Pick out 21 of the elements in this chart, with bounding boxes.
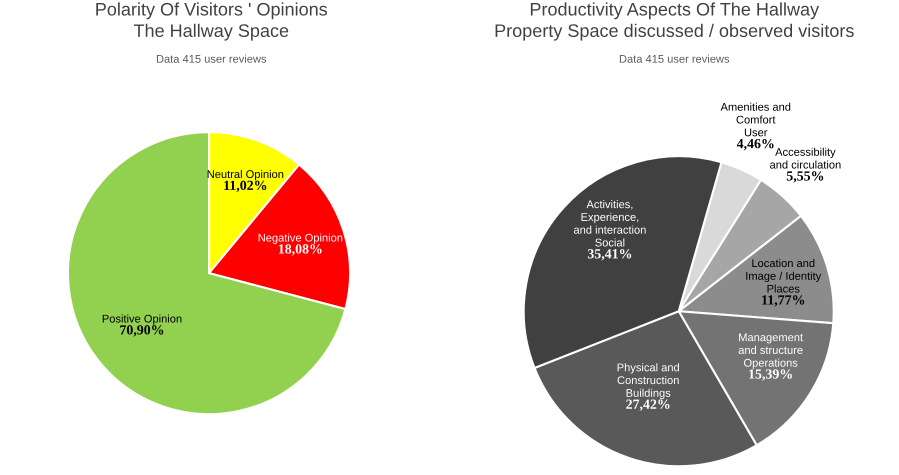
chart-subtitle: Data 415 user reviews — [156, 54, 266, 63]
slice-label: Accessibility and circulation — [770, 148, 840, 169]
data-label: 15,39% — [749, 369, 792, 381]
data-label: 11,77% — [762, 295, 804, 307]
slice-label: Positive Opinion — [102, 314, 182, 325]
slice-label: Location and Image / Identity Places — [746, 258, 822, 293]
slice-label: Physical and Construction Buildings — [618, 363, 679, 400]
data-label: 18,08% — [278, 244, 322, 256]
chart-subtitle: Data 415 user reviews — [620, 54, 730, 63]
data-label: 70,90% — [120, 325, 164, 337]
chart-title: Productivity Aspects Of The Hallway Property Space discussed / observed visitors — [496, 2, 854, 41]
data-label: 5,55% — [786, 171, 824, 183]
data-label: 11,02% — [224, 180, 266, 192]
data-label: 35,41% — [588, 249, 632, 260]
data-label: 27,42% — [626, 399, 670, 411]
slice-label: Negative Opinion — [258, 233, 342, 244]
slice-label: Amenities and Comfort User — [720, 102, 790, 136]
slice-label: Activities, Experience, and interaction Social — [574, 200, 646, 247]
slice-label: Management and structure Operations — [738, 333, 803, 369]
chart-title: Polarity Of Visitors ' Opinions The Hallway Space — [96, 2, 328, 41]
data-label: 4,46% — [736, 138, 774, 150]
